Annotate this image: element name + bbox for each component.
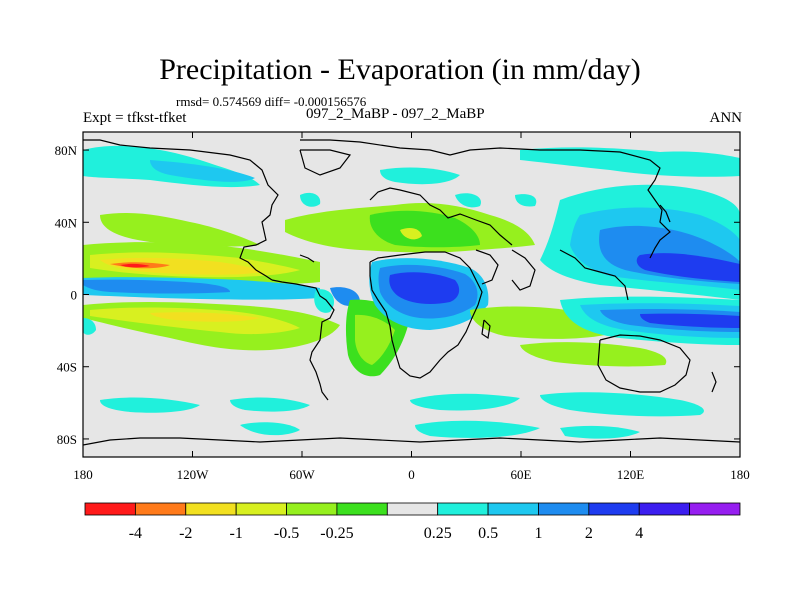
contour-region	[560, 425, 640, 439]
colorbar-label: -0.5	[274, 525, 299, 542]
coastline-antarctica	[83, 437, 740, 446]
coastline-eurasia	[300, 139, 671, 259]
coastline-caribbean-islands	[299, 254, 315, 263]
y-tick-label: 40S	[57, 360, 77, 375]
x-tick-label: 120E	[617, 467, 645, 482]
colorbar	[84, 502, 741, 516]
colorbar-swatch	[588, 502, 640, 516]
contour-region	[640, 313, 740, 328]
colorbar-label: -2	[179, 525, 192, 542]
contour-region	[415, 420, 540, 438]
colorbar-swatch	[286, 502, 338, 516]
colorbar-label: 4	[635, 525, 643, 542]
x-tick-label: 120W	[177, 467, 210, 482]
colorbar-label: 2	[585, 525, 593, 542]
y-tick-label: 40N	[55, 215, 78, 230]
contour-region	[300, 192, 321, 207]
stats-text: rmsd= 0.574569 diff= -0.000156576	[176, 94, 367, 109]
x-tick-label: 180	[730, 467, 750, 482]
colorbar-swatch	[134, 502, 187, 516]
contour-region	[410, 393, 520, 411]
x-tick-label: 0	[408, 467, 415, 482]
x-tick-label: 180	[73, 467, 93, 482]
contour-region	[520, 342, 667, 367]
coastline-japan	[659, 204, 671, 223]
colorbar-swatch	[487, 502, 539, 516]
contour-region	[636, 253, 740, 282]
coastline-australia	[597, 334, 691, 393]
contour-region	[100, 397, 200, 413]
contour-region	[540, 392, 704, 417]
coastline-madagascar	[481, 319, 491, 340]
coastline-arabia	[475, 249, 499, 285]
colorbar-swatch	[185, 502, 237, 516]
colorbar-swatch	[638, 502, 691, 516]
case-label: Expt = tfkst-tfket	[83, 110, 187, 126]
contour-region	[100, 212, 260, 247]
colorbar-labels: -4 -2 -1 -0.5 -0.25 0.25 0.5 1 2 4	[129, 525, 644, 542]
map-title: Precipitation - Evaporation (in mm/day)	[159, 53, 641, 86]
colorbar-swatch	[84, 502, 136, 516]
y-tick-label: 80N	[55, 143, 78, 158]
contour-region	[380, 167, 460, 185]
colorbar-label: -1	[229, 525, 242, 542]
coastline-india	[511, 249, 536, 291]
season-label: ANN	[709, 110, 743, 126]
coastline-southeast-asia	[559, 249, 629, 301]
colorbar-label: 1	[534, 525, 542, 542]
y-axis: 80N 40N 0 40S 80S	[55, 143, 740, 447]
x-axis: 180 120W 60W 0 60E 120E 180	[73, 132, 750, 482]
coastline-new-zealand	[711, 371, 717, 393]
contour-region	[230, 397, 310, 412]
colorbar-swatch	[437, 502, 489, 516]
contour-region	[389, 272, 460, 304]
contour-region	[240, 422, 300, 436]
contour-region	[355, 314, 395, 365]
colorbar-swatch	[538, 502, 590, 516]
coastline-layer	[83, 139, 740, 446]
contour-region	[520, 147, 740, 177]
contour-region	[150, 160, 255, 182]
contour-region	[455, 193, 481, 208]
colorbar-swatch	[336, 502, 388, 516]
coastline-africa	[369, 251, 483, 379]
contour-region	[150, 312, 260, 322]
colorbar-swatch	[386, 502, 439, 516]
contour-fill-layer	[83, 145, 740, 439]
contour-region	[400, 228, 422, 240]
x-tick-label: 60E	[511, 467, 532, 482]
contour-region	[120, 263, 150, 268]
contour-region	[83, 318, 96, 335]
contour-region	[100, 257, 262, 275]
coastline-north-america	[83, 139, 279, 281]
colorbar-label: -0.25	[320, 525, 353, 542]
coastline-south-america	[271, 279, 335, 401]
experiment-label: 097_2_MaBP - 097_2_MaBP	[306, 106, 485, 122]
contour-region	[515, 194, 537, 207]
coastline-europe	[369, 187, 513, 246]
colorbar-label: 0.5	[478, 525, 498, 542]
x-tick-label: 60W	[289, 467, 315, 482]
y-tick-label: 0	[71, 288, 78, 303]
y-tick-label: 80S	[57, 432, 77, 447]
colorbar-swatch	[235, 502, 287, 516]
contour-region	[83, 279, 230, 294]
colorbar-label: 0.25	[424, 525, 452, 542]
coastline-greenland	[299, 149, 352, 176]
colorbar-swatch	[689, 502, 741, 516]
contour-region	[369, 210, 480, 248]
colorbar-label: -4	[129, 525, 142, 542]
